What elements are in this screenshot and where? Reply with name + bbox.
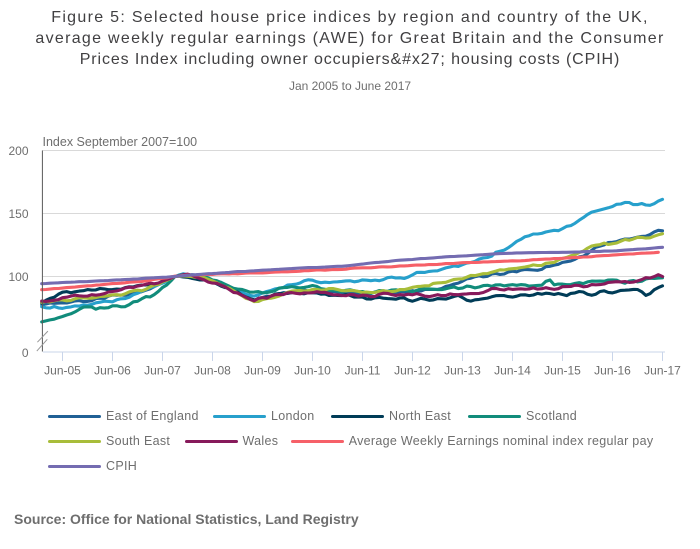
svg-text:Jun-09: Jun-09 [244,364,281,378]
svg-text:Jun-07: Jun-07 [144,364,181,378]
svg-text:Jun-16: Jun-16 [594,364,631,378]
svg-text:100: 100 [8,270,28,284]
svg-text:Jun-08: Jun-08 [194,364,231,378]
svg-text:Index September 2007=100: Index September 2007=100 [43,135,198,149]
svg-text:200: 200 [8,144,28,158]
svg-text:Jun-06: Jun-06 [94,364,131,378]
svg-text:150: 150 [8,207,28,221]
svg-text:Jun-12: Jun-12 [394,364,431,378]
svg-text:Jun-14: Jun-14 [494,364,531,378]
svg-text:Jun-13: Jun-13 [444,364,481,378]
svg-text:Jun-11: Jun-11 [345,364,381,378]
svg-text:0: 0 [22,346,29,360]
svg-text:Jun-15: Jun-15 [544,364,581,378]
svg-text:Jun-05: Jun-05 [44,364,81,378]
svg-text:Jun-10: Jun-10 [294,364,331,378]
svg-text:Jun-17: Jun-17 [644,364,681,378]
